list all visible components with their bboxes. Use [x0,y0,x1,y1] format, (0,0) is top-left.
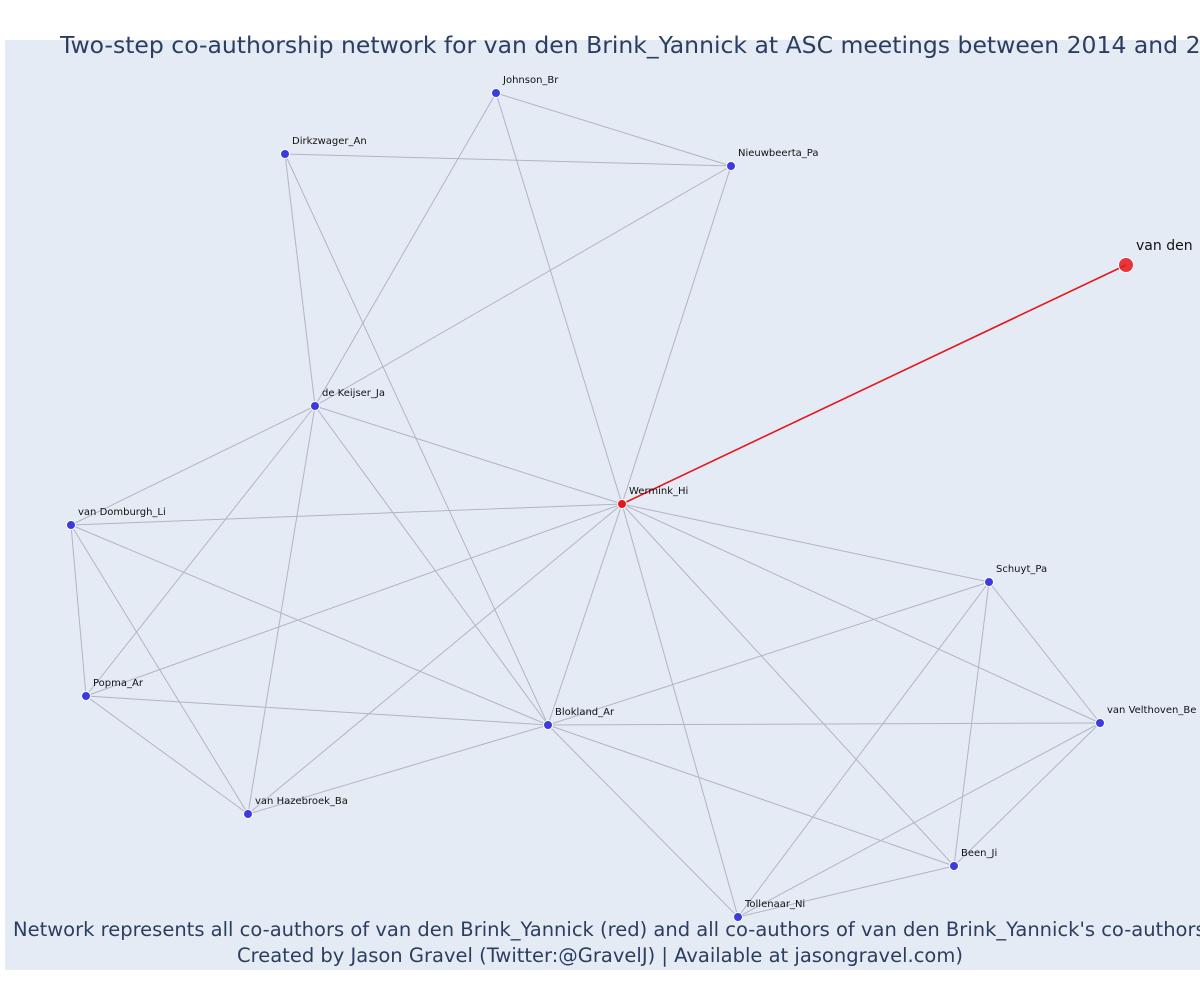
edge-blokland-been [547,724,955,867]
chart-title: Two-step co-authorship network for van d… [60,31,1200,59]
edge-popma-blokland [85,695,549,726]
edge-blokland-schuyt [547,581,990,726]
edge-dirkzwager-nieuwbeerta [284,153,732,167]
node-marker-dekeijser[interactable] [310,401,320,411]
edge-vanvelthoven-tollenaar [737,722,1101,918]
edge-vandomburgh-wermink [70,503,623,526]
node-vanhazebroek[interactable]: van Hazebroek_Ba [243,796,348,819]
node-marker-johnson[interactable] [491,88,501,98]
node-vandomburgh[interactable]: van Domburgh_Li [66,507,166,530]
node-marker-popma[interactable] [81,691,91,701]
node-blokland[interactable]: Blokland_Ar [543,707,615,730]
edge-popma-vanhazebroek [85,695,249,815]
edge-dirkzwager-dekeijser [284,153,316,407]
node-label-blokland: Blokland_Ar [555,707,615,718]
edge-dekeijser-wermink [314,405,623,505]
node-marker-tollenaar[interactable] [733,912,743,922]
edge-vanhazebroek-blokland [247,724,549,815]
node-marker-been[interactable] [949,861,959,871]
edge-johnson-wermink [495,92,623,505]
node-label-vdb: van den [1136,238,1193,254]
edge-wermink-vanvelthoven [621,503,1101,724]
edge-schuyt-been [953,581,990,867]
node-label-vanhazebroek: van Hazebroek_Ba [255,796,348,807]
edge-nieuwbeerta-wermink [621,165,732,505]
edge-dekeijser-popma [85,405,316,697]
node-label-vandomburgh: van Domburgh_Li [78,507,166,518]
node-nieuwbeerta[interactable]: Nieuwbeerta_Pa [726,148,819,171]
node-dekeijser[interactable]: de Keijser_Ja [310,388,386,411]
edge-dirkzwager-blokland [284,153,549,726]
node-label-wermink: Wermink_Hi [629,486,688,497]
edge-wermink-blokland [547,503,623,726]
edge-dekeijser-vandomburgh [70,405,316,526]
edges-layer [70,92,1127,918]
node-marker-blokland[interactable] [543,720,553,730]
node-marker-dirkzwager[interactable] [280,149,290,159]
node-vdb[interactable]: van den [1118,238,1193,273]
node-dirkzwager[interactable]: Dirkzwager_An [280,136,367,159]
edge-blokland-vanvelthoven [547,722,1101,726]
footer-note-line-2: Created by Jason Gravel (Twitter:@Gravel… [237,944,963,967]
edge-blokland-tollenaar [547,724,739,918]
edge-vanvelthoven-been [953,722,1101,867]
edge-vanhazebroek-wermink [247,503,623,815]
node-schuyt[interactable]: Schuyt_Pa [984,564,1048,587]
node-tollenaar[interactable]: Tollenaar_Ni [733,899,806,922]
node-label-nieuwbeerta: Nieuwbeerta_Pa [738,148,818,159]
node-label-schuyt: Schuyt_Pa [996,564,1047,575]
edge-vandomburgh-blokland [70,524,549,726]
edge-nieuwbeerta-dekeijser [314,165,732,407]
edge-wermink-tollenaar [621,503,739,918]
edge-johnson-nieuwbeerta [495,92,732,167]
node-label-dirkzwager: Dirkzwager_An [292,136,367,147]
node-label-dekeijser: de Keijser_Ja [322,388,385,399]
node-marker-vanvelthoven[interactable] [1095,718,1105,728]
node-marker-vdb[interactable] [1118,257,1134,273]
edge-wermink-been [621,503,955,867]
node-popma[interactable]: Popma_Ar [81,678,144,701]
edge-dekeijser-vanhazebroek [247,405,316,815]
edge-wermink-schuyt [621,503,990,583]
edge-johnson-dekeijser [314,92,497,407]
footer-note-line-1: Network represents all co-authors of van… [13,918,1200,941]
node-marker-vanhazebroek[interactable] [243,809,253,819]
edge-popma-wermink [85,503,623,697]
node-johnson[interactable]: Johnson_Br [491,75,560,98]
edge-vandomburgh-popma [70,524,87,697]
node-marker-nieuwbeerta[interactable] [726,161,736,171]
node-label-popma: Popma_Ar [93,678,144,689]
node-label-been: Been_Ji [961,848,997,859]
node-label-johnson: Johnson_Br [502,75,559,86]
node-label-vanvelthoven: van Velthoven_Be [1107,705,1196,716]
node-been[interactable]: Been_Ji [949,848,998,871]
nodes-layer: van den Wermink_Hi Johnson_Br Dirkzwager_An… [66,75,1197,922]
node-marker-schuyt[interactable] [984,577,994,587]
edge-dekeijser-blokland [314,405,549,726]
edge-schuyt-vanvelthoven [988,581,1101,724]
node-vanvelthoven[interactable]: van Velthoven_Be [1095,705,1197,728]
edge-vdb-wermink [621,264,1127,505]
edge-been-tollenaar [737,865,955,918]
node-label-tollenaar: Tollenaar_Ni [744,899,805,910]
node-wermink[interactable]: Wermink_Hi [617,486,689,509]
node-marker-vandomburgh[interactable] [66,520,76,530]
node-marker-wermink[interactable] [617,499,627,509]
edge-schuyt-tollenaar [737,581,990,918]
